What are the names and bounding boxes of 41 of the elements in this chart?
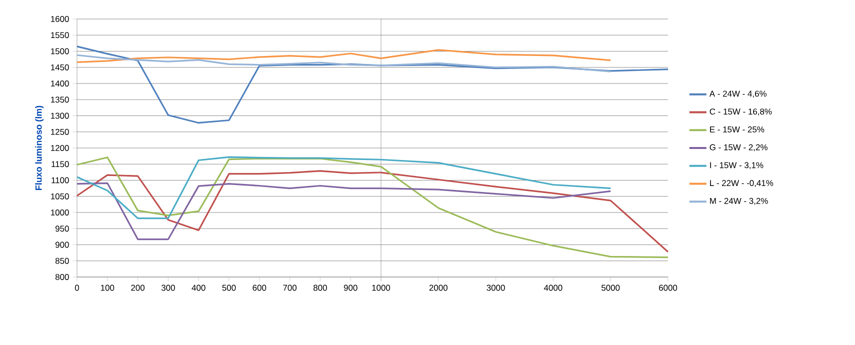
x-tick-label: 2000 [429,284,448,291]
x-tick-label: 200 [131,284,145,291]
y-tick-label: 900 [55,242,69,248]
x-tick-label: 400 [192,284,206,291]
y-tick-label: 1350 [51,96,69,103]
legend-label: I - 15W - 3,1% [710,162,764,170]
y-tick-label: 1450 [51,64,69,70]
y-tick-label: 850 [55,258,69,264]
x-tick-label: 600 [252,284,266,291]
x-tick-label: 900 [344,284,358,291]
x-tick-label: 4000 [544,284,562,291]
y-tick-label: 1050 [51,193,69,200]
x-tick-label: 6000 [659,284,678,291]
legend-label: E - 15W - 25% [710,126,764,132]
y-tick-label: 1300 [51,112,69,119]
y-tick-label: 1000 [51,210,69,216]
x-tick-label: 3000 [486,284,505,291]
y-tick-label: 1250 [51,128,69,135]
y-axis-title: Fluxo luminoso (lm) [35,106,44,190]
x-tick-label: 300 [161,284,175,291]
legend-label: C - 15W - 16,8% [710,108,772,116]
legend-label: L - 22W - -0,41% [710,180,774,188]
x-tick-label: 800 [314,284,327,291]
y-tick-label: 800 [55,274,69,280]
legend-label: A - 24W - 4,6% [709,90,767,98]
y-tick-label: 950 [55,226,69,232]
x-tick-label: 700 [283,284,297,291]
y-tick-label: 1400 [51,80,69,86]
y-tick-label: 1150 [52,161,69,168]
x-tick-label: 100 [100,284,114,291]
y-tick-label: 1100 [52,177,69,184]
y-tick-label: 1200 [51,145,69,151]
y-tick-label: 1600 [51,16,69,22]
legend-label: M - 24W - 3,2% [710,198,768,205]
y-tick-label: 1500 [51,48,69,54]
x-tick-label: 1000 [372,284,390,291]
x-tick-label: 500 [222,284,236,291]
legend-label: G - 15W - 2,2% [710,144,768,152]
y-tick-label: 1550 [51,32,69,38]
x-tick-label: 5000 [602,284,620,291]
x-tick-label: 0 [74,284,80,291]
